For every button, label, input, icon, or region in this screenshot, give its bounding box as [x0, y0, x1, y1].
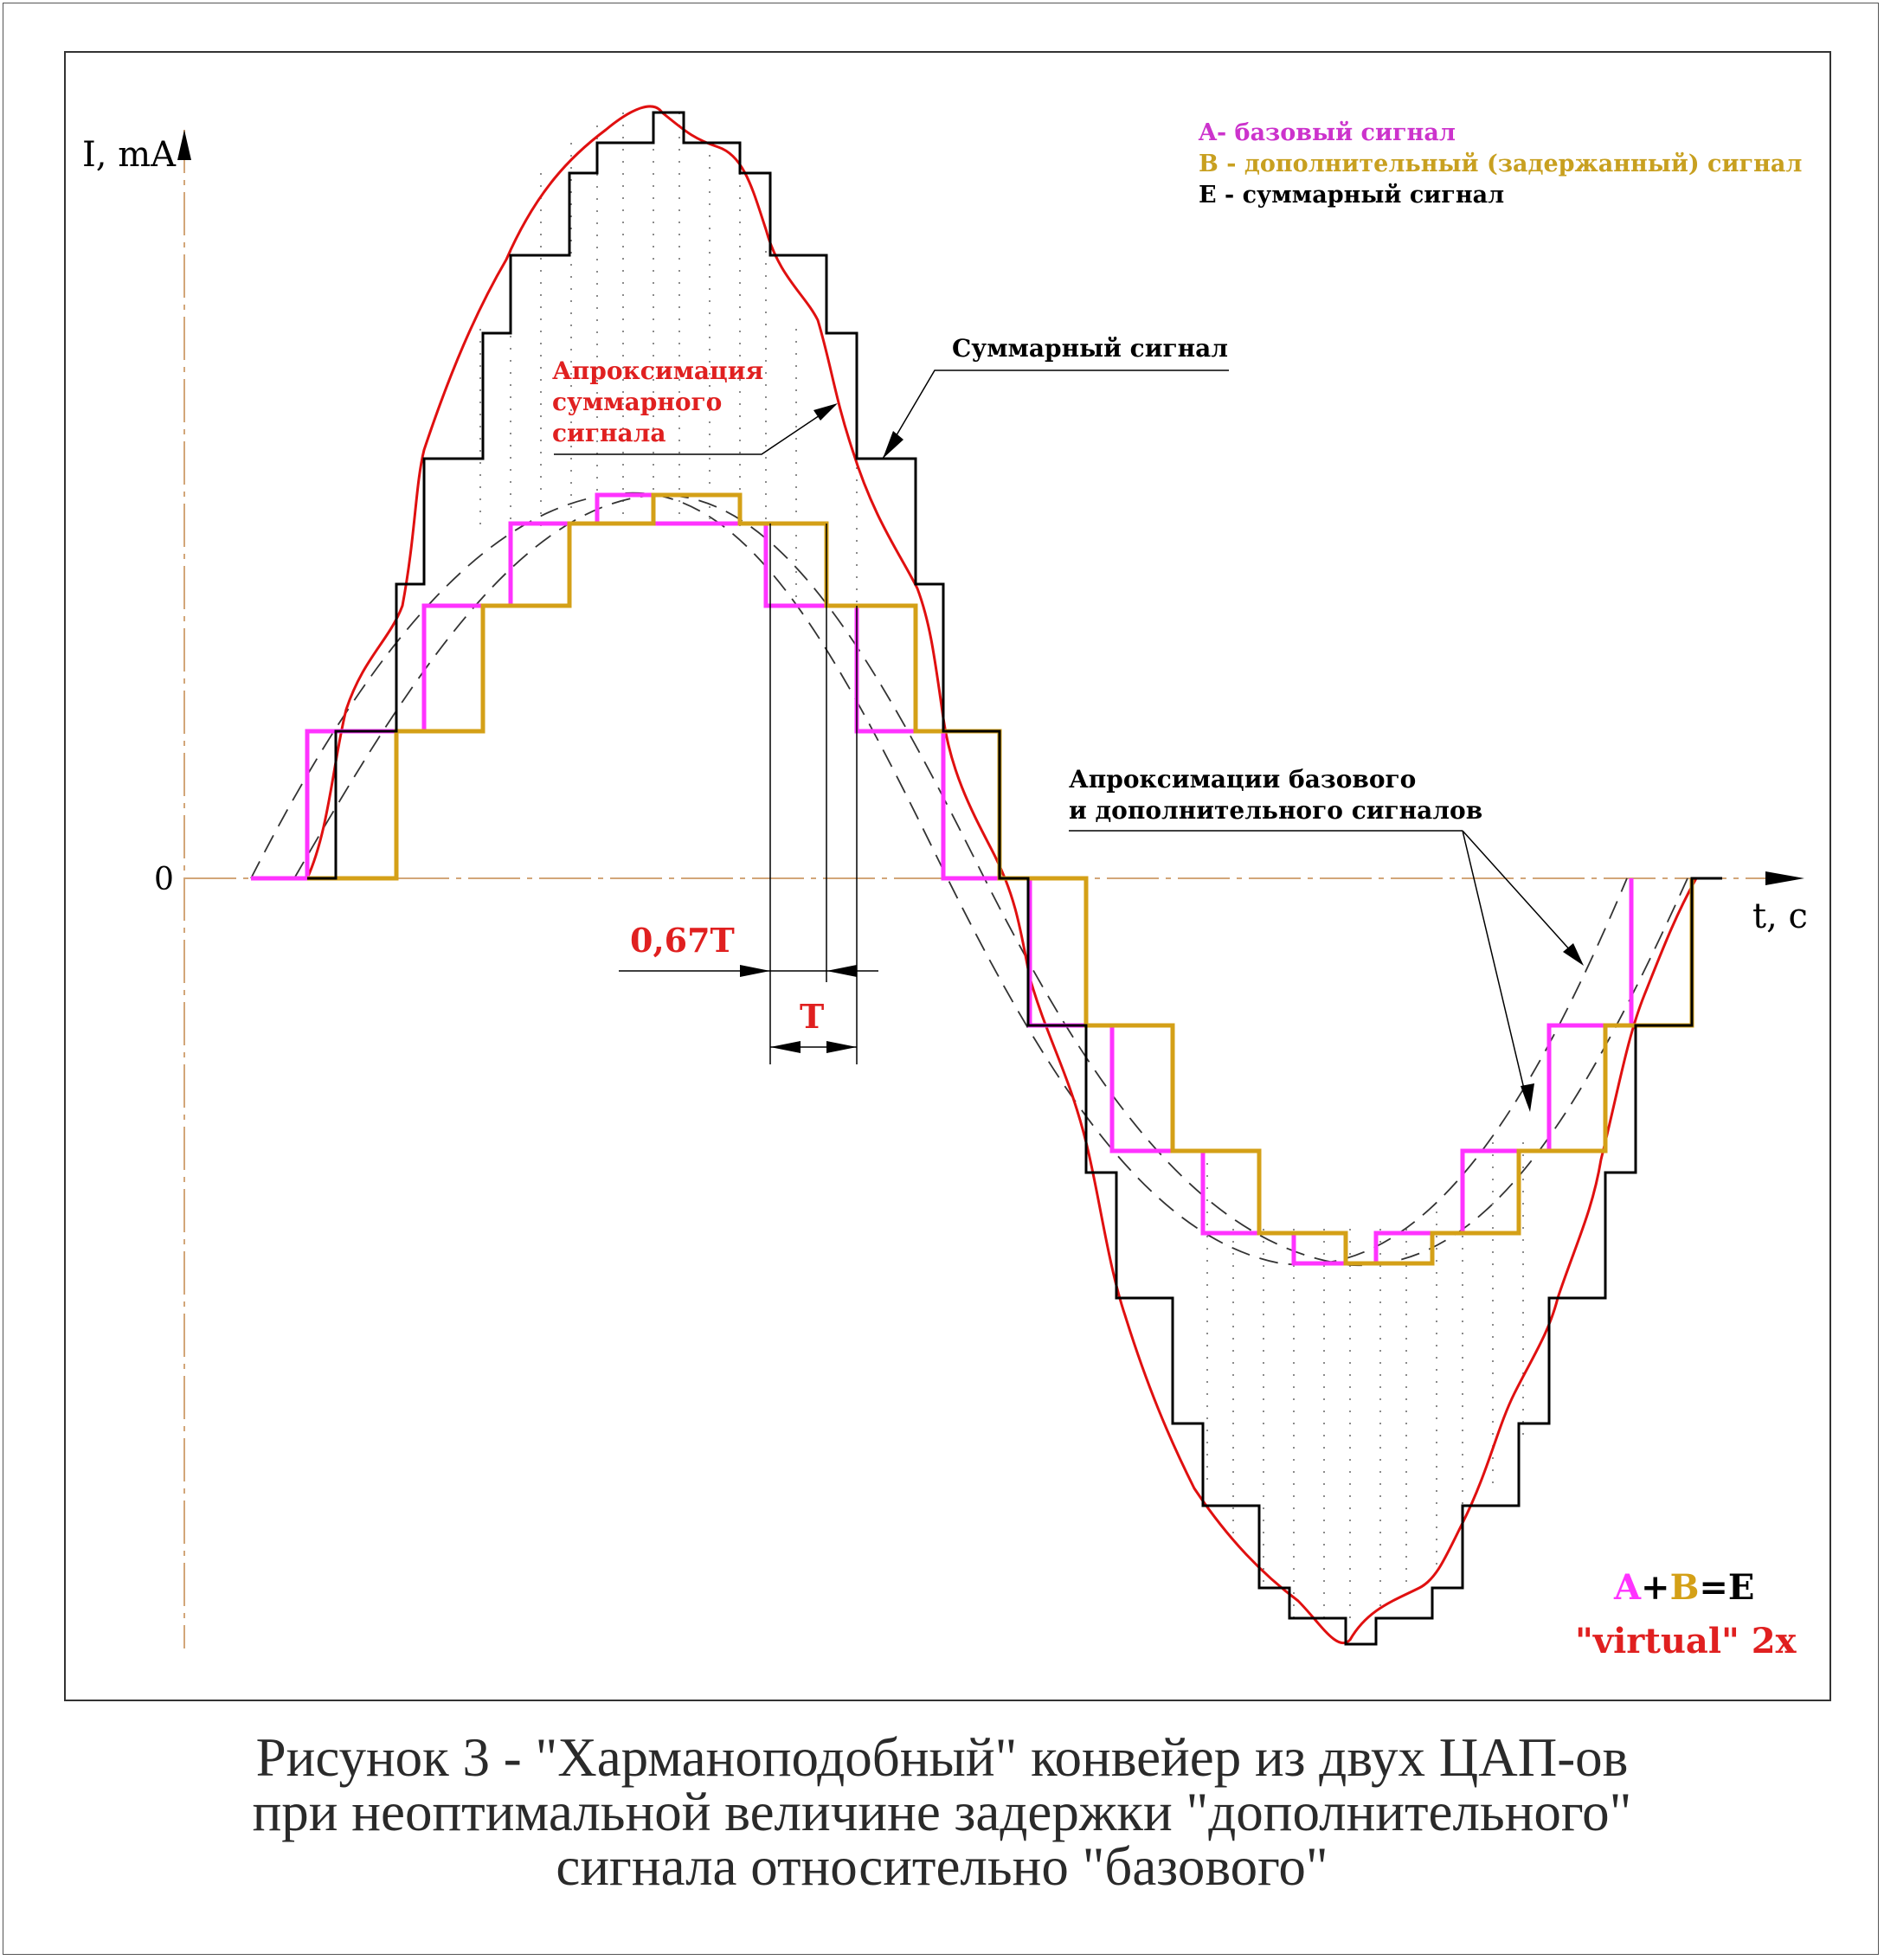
sum-signal-leader: [882, 370, 1229, 459]
approx-base-arrowhead-1: [1521, 1083, 1534, 1112]
approx-base-leader-2: [1462, 830, 1580, 961]
delay-arrow-right: [826, 965, 857, 977]
sum-signal-e: [307, 111, 1722, 1646]
sum-signal-arrowhead: [883, 431, 903, 459]
formula-a: A: [1613, 1567, 1642, 1608]
virtual-label: "virtual" 2x: [1575, 1621, 1797, 1661]
zero-label: 0: [154, 862, 174, 897]
approx-base-line1: Апроксимации базового: [1069, 765, 1416, 794]
approx-base-line2: и дополнительного сигналов: [1069, 796, 1482, 825]
approx-sum-line3: сигнала: [552, 419, 666, 447]
approx-delayed-curve: [293, 494, 1688, 1266]
chart-svg: I, mA t, c 0: [64, 51, 1831, 1701]
period-label: T: [800, 997, 824, 1036]
x-axis-arrow: [1765, 871, 1804, 885]
period-arrow-left: [770, 1041, 801, 1053]
approx-sum-line2: суммарного: [552, 388, 722, 416]
legend-a: A- базовый сигнал: [1198, 119, 1456, 146]
delay-label: 0,67T: [630, 921, 735, 960]
figure-caption: Рисунок 3 - "Харманоподобный" конвейер и…: [0, 1731, 1884, 1894]
formula-b: B: [1670, 1567, 1700, 1608]
sum-approximation-curve: [305, 105, 1698, 1644]
delay-arrow-left: [740, 965, 770, 977]
x-axis-label: t, c: [1752, 896, 1808, 936]
caption-line1: Рисунок 3 - "Харманоподобный" конвейер и…: [255, 1727, 1629, 1788]
approx-base-arrowhead-2: [1563, 943, 1584, 966]
formula-plus: +: [1641, 1567, 1670, 1608]
y-axis-arrow: [177, 130, 191, 160]
approx-base-curve: [250, 492, 1628, 1266]
caption-line2: при неоптимальной величине задержки "доп…: [252, 1782, 1632, 1842]
approx-sum-leader: [554, 404, 836, 455]
formula: A+B=E: [1613, 1567, 1754, 1608]
sum-signal-label: Суммарный сигнал: [952, 334, 1228, 363]
chart-frame: [64, 51, 1831, 1701]
approx-sum-arrowhead: [813, 403, 838, 421]
caption-line3: сигнала относительно "базового": [556, 1836, 1328, 1897]
formula-eq: =E: [1699, 1567, 1754, 1608]
legend-b: B - дополнительный (задержанный) сигнал: [1199, 151, 1802, 177]
approx-sum-line1: Апроксимация: [552, 357, 763, 385]
period-arrow-right: [826, 1041, 857, 1053]
y-axis-label: I, mA: [82, 135, 177, 175]
outer-frame: [3, 3, 1879, 1955]
dotted-guides: [479, 112, 1524, 1627]
legend-e: E - суммарный сигнал: [1199, 182, 1504, 209]
approx-base-leader-1: [1462, 830, 1528, 1104]
